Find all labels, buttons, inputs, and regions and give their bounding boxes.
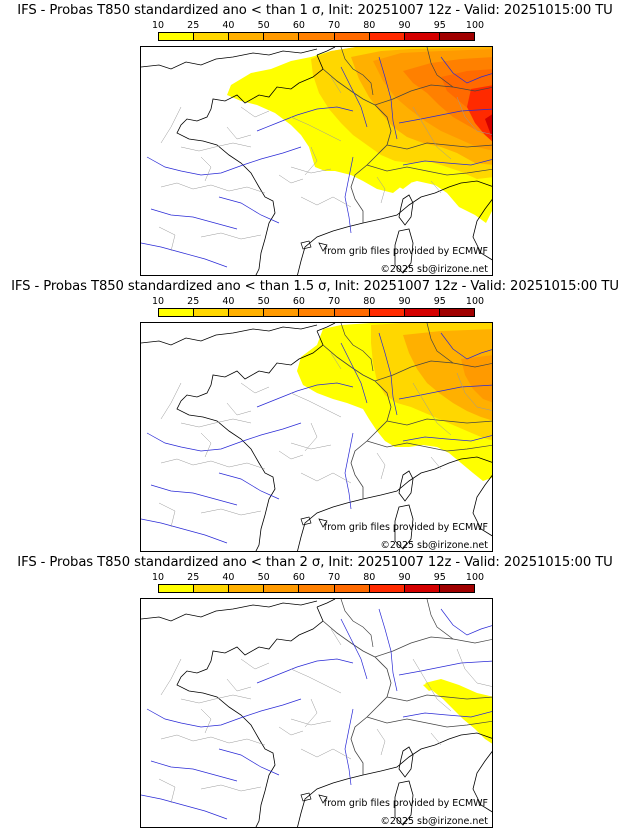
map-svg: [141, 599, 492, 827]
colorbar-tick: 70: [328, 572, 341, 583]
colorbar-segment: [264, 309, 300, 316]
colorbar-segment: [194, 585, 230, 592]
colorbar-segment: [194, 33, 230, 40]
map-svg: [141, 47, 492, 275]
colorbar-tick: 90: [398, 20, 411, 31]
colorbar-segment: [229, 309, 265, 316]
colorbar-tick: 25: [187, 296, 200, 307]
colorbar-segment: [404, 585, 440, 592]
colorbar-segment: [404, 33, 440, 40]
panel-title: IFS - Probas T850 standardized ano < tha…: [17, 3, 613, 18]
map-svg: [141, 323, 492, 551]
colorbar-segment: [299, 33, 335, 40]
colorbar-tick: 95: [433, 296, 446, 307]
source-note: from grib files provided by ECMWF: [323, 522, 488, 533]
colorbar-tick: 70: [328, 20, 341, 31]
colorbar-segment: [159, 33, 195, 40]
probability-map: from grib files provided by ECMWF ©2025 …: [140, 322, 493, 552]
probability-map: from grib files provided by ECMWF ©2025 …: [140, 598, 493, 828]
colorbar-tick: 100: [465, 296, 485, 307]
colorbar-segment: [439, 309, 474, 316]
colorbar-segment: [159, 309, 195, 316]
source-note: from grib files provided by ECMWF: [323, 246, 488, 257]
forecast-panel-2: IFS - Probas T850 standardized ano < tha…: [0, 276, 630, 552]
probability-map: from grib files provided by ECMWF ©2025 …: [140, 46, 493, 276]
colorbar-segment: [264, 33, 300, 40]
colorbar-segment: [369, 309, 405, 316]
colorbar-tick: 90: [398, 572, 411, 583]
colorbar-segment: [229, 585, 265, 592]
colorbar-tick: 40: [222, 572, 235, 583]
colorbar-tick-labels: 10 25 40 50 60 70 80 90 95 100: [152, 296, 484, 307]
colorbar-tick: 95: [433, 20, 446, 31]
panel-title: IFS - Probas T850 standardized ano < tha…: [17, 555, 613, 570]
colorbar-tick: 10: [151, 20, 165, 31]
colorbar: [158, 308, 475, 317]
colorbar-segment: [404, 309, 440, 316]
colorbar-tick: 50: [257, 20, 270, 31]
colorbar-tick: 70: [328, 296, 341, 307]
colorbar-tick: 40: [222, 296, 235, 307]
prob-area-10-corsica: [395, 175, 411, 189]
colorbar-tick: 10: [151, 296, 165, 307]
colorbar-tick-labels: 10 25 40 50 60 70 80 90 95 100: [152, 20, 484, 31]
prob-area-80: [467, 85, 492, 142]
prob-area-90: [485, 114, 492, 138]
colorbar: [158, 584, 475, 593]
colorbar-tick: 25: [187, 572, 200, 583]
colorbar-segment: [229, 33, 265, 40]
copyright-note: ©2025 sb@irizone.net: [380, 264, 488, 275]
colorbar-segment: [334, 585, 370, 592]
source-note: from grib files provided by ECMWF: [323, 798, 488, 809]
colorbar-segment: [369, 585, 405, 592]
prob-area-10: [425, 679, 492, 744]
colorbar-tick: 50: [257, 572, 270, 583]
colorbar-segment: [299, 585, 335, 592]
colorbar-segment: [439, 33, 474, 40]
panel-title: IFS - Probas T850 standardized ano < tha…: [11, 279, 619, 294]
colorbar-segment: [194, 309, 230, 316]
colorbar-tick: 95: [433, 572, 446, 583]
colorbar-segment: [299, 309, 335, 316]
forecast-panel-1: IFS - Probas T850 standardized ano < tha…: [0, 0, 630, 276]
colorbar-tick: 60: [292, 20, 305, 31]
forecast-panel-3: IFS - Probas T850 standardized ano < tha…: [0, 552, 630, 828]
colorbar-tick: 25: [187, 20, 200, 31]
colorbar-tick: 100: [465, 572, 485, 583]
prob-area-40: [403, 329, 492, 421]
colorbar-tick: 90: [398, 296, 411, 307]
colorbar-segment: [264, 585, 300, 592]
prob-area-50: [461, 355, 492, 403]
colorbar-tick-labels: 10 25 40 50 60 70 80 90 95 100: [152, 572, 484, 583]
colorbar-segment: [439, 585, 474, 592]
prob-area-10-alps: [423, 681, 439, 691]
colorbar-tick: 80: [363, 296, 376, 307]
colorbar-tick: 60: [292, 572, 305, 583]
colorbar-tick: 60: [292, 296, 305, 307]
colorbar-tick: 100: [465, 20, 485, 31]
colorbar-segment: [334, 33, 370, 40]
colorbar-tick: 80: [363, 20, 376, 31]
colorbar-tick: 40: [222, 20, 235, 31]
colorbar-segment: [159, 585, 195, 592]
copyright-note: ©2025 sb@irizone.net: [380, 816, 488, 827]
colorbar-segment: [369, 33, 405, 40]
copyright-note: ©2025 sb@irizone.net: [380, 540, 488, 551]
colorbar-tick: 80: [363, 572, 376, 583]
colorbar-segment: [334, 309, 370, 316]
colorbar-tick: 10: [151, 572, 165, 583]
colorbar-tick: 50: [257, 296, 270, 307]
colorbar: [158, 32, 475, 41]
